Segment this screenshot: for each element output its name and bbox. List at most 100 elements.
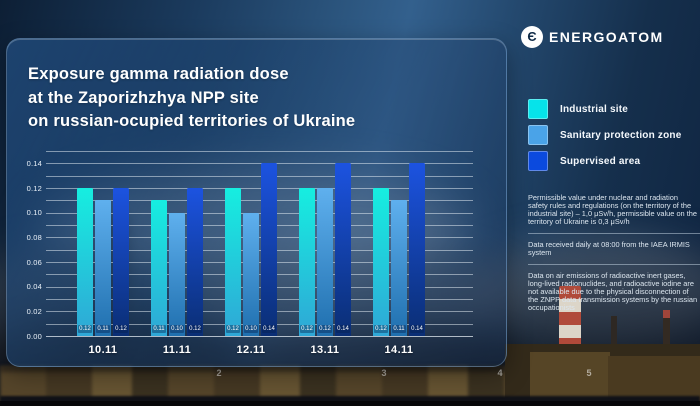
note-line: the ZNPP data transmission systems by th…: [528, 295, 698, 304]
bar: [261, 163, 277, 336]
bar: [113, 188, 129, 336]
page-title-line: Exposure gamma radiation dose: [28, 65, 289, 83]
bar-value-label: 0.10: [244, 325, 258, 333]
bar-value-label: 0.11: [392, 325, 406, 333]
x-axis-tick-label: 13.11: [310, 344, 340, 356]
bar-value-label: 0.12: [374, 325, 388, 333]
bar-value-label: 0.10: [170, 325, 184, 333]
note-line: Permissible value under nuclear and radi…: [528, 193, 678, 202]
bar-value-label: 0.14: [336, 325, 350, 333]
bar-value-label: 0.12: [318, 325, 332, 333]
bar: [373, 188, 389, 336]
legend-item: Sanitary protection zone: [528, 125, 682, 145]
x-axis-tick-label: 10.11: [88, 344, 118, 356]
unit-number: 3: [381, 368, 387, 378]
unit-number: 2: [216, 368, 222, 378]
bar-value-label: 0.12: [114, 325, 128, 333]
legend-item: Industrial site: [528, 99, 682, 119]
note-block: Data on air emissions of radioactive ine…: [528, 264, 700, 312]
gridline: [46, 287, 473, 288]
bar: [225, 188, 241, 336]
bar: [391, 200, 407, 336]
note-line: system: [528, 248, 552, 257]
note-line: industrial site) – 1,0 μSv/h, permissibl…: [528, 209, 697, 218]
y-axis-tick-label: 0.14: [26, 158, 42, 168]
unit-number: 4: [497, 368, 503, 378]
gridline: [46, 176, 473, 177]
vent-stack: [611, 316, 617, 368]
x-axis-tick-label: 11.11: [162, 344, 192, 356]
y-axis-tick-label: 0.04: [26, 282, 42, 292]
gridline: [46, 237, 473, 238]
gridline: [46, 274, 473, 275]
gridline: [46, 188, 473, 189]
gridline: [46, 299, 473, 300]
gridline: [46, 163, 473, 164]
energoatom-logo-text: ENERGOATOM: [549, 29, 664, 45]
note-line: Data on air emissions of radioactive ine…: [528, 271, 686, 280]
bar: [243, 212, 259, 336]
page-title: Exposure gamma radiation dose at the Zapo…: [28, 63, 355, 134]
gridline: [46, 250, 473, 251]
y-axis-tick-label: 0.12: [26, 183, 42, 193]
gridline: [46, 213, 473, 214]
chart-legend: Industrial site Sanitary protection zone S…: [528, 99, 682, 177]
bar-value-label: 0.12: [188, 325, 202, 333]
bar: [409, 163, 425, 336]
legend-item: Supervised area: [528, 151, 682, 171]
bar: [151, 200, 167, 336]
bar: [95, 200, 111, 336]
note-line: not available due to the physical discon…: [528, 287, 689, 296]
legend-label: Supervised area: [560, 155, 641, 167]
y-axis-tick-label: 0.06: [26, 257, 42, 267]
legend-label: Sanitary protection zone: [560, 129, 682, 141]
energoatom-logo: Є ENERGOATOM: [521, 26, 664, 48]
bar: [335, 163, 351, 336]
note-line: occupationists: [528, 303, 575, 312]
bar-value-label: 0.12: [78, 325, 92, 333]
note-block: Data received daily at 08:00 from the IA…: [528, 233, 700, 257]
energoatom-logo-icon: Є: [521, 26, 543, 48]
foreground-silhouette: [0, 401, 700, 406]
y-axis-tick-label: 0.08: [26, 232, 42, 242]
gridline: [46, 200, 473, 201]
bar-value-label: 0.11: [96, 325, 110, 333]
plant-buildings-shadow: [0, 366, 700, 372]
legend-swatch: [528, 125, 548, 145]
note-line: safety rules and regulations (on the ter…: [528, 201, 692, 210]
page-title-line: on russian-ocupied territories of Ukrain…: [28, 112, 356, 130]
note-block: Permissible value under nuclear and radi…: [528, 194, 700, 226]
y-axis-tick-label: 0.10: [26, 208, 42, 218]
x-axis-tick-label: 14.11: [384, 344, 414, 356]
gridline: [46, 311, 473, 312]
gridline: [46, 336, 473, 337]
page-title-line: at the Zaporizhzhya NPP site: [28, 88, 259, 107]
legend-swatch: [528, 151, 548, 171]
note-line: long-lived radionuclides, and radioactiv…: [528, 279, 694, 288]
bar: [169, 212, 185, 336]
notes-panel: Permissible value under nuclear and radi…: [528, 194, 700, 312]
bar-value-label: 0.11: [152, 325, 166, 333]
note-line: territory of Ukraine is 0,3 μSv/h: [528, 217, 630, 226]
bar: [317, 188, 333, 336]
bar-value-label: 0.14: [410, 325, 424, 333]
gridline: [46, 225, 473, 226]
y-axis-tick-label: 0.02: [26, 306, 42, 316]
legend-swatch: [528, 99, 548, 119]
y-axis-tick-label: 0.00: [26, 331, 42, 341]
note-line: Data received daily at 08:00 from the IA…: [528, 240, 690, 249]
gridline: [46, 324, 473, 325]
bar: [299, 188, 315, 336]
x-axis-tick-label: 12.11: [236, 344, 266, 356]
bar-value-label: 0.12: [226, 325, 240, 333]
unit-number: 5: [586, 368, 592, 378]
gridline: [46, 262, 473, 263]
legend-label: Industrial site: [560, 103, 629, 115]
bar-value-label: 0.14: [262, 325, 276, 333]
bar: [187, 188, 203, 336]
bar: [77, 188, 93, 336]
vent-stack: [663, 310, 670, 368]
bar-value-label: 0.12: [300, 325, 314, 333]
